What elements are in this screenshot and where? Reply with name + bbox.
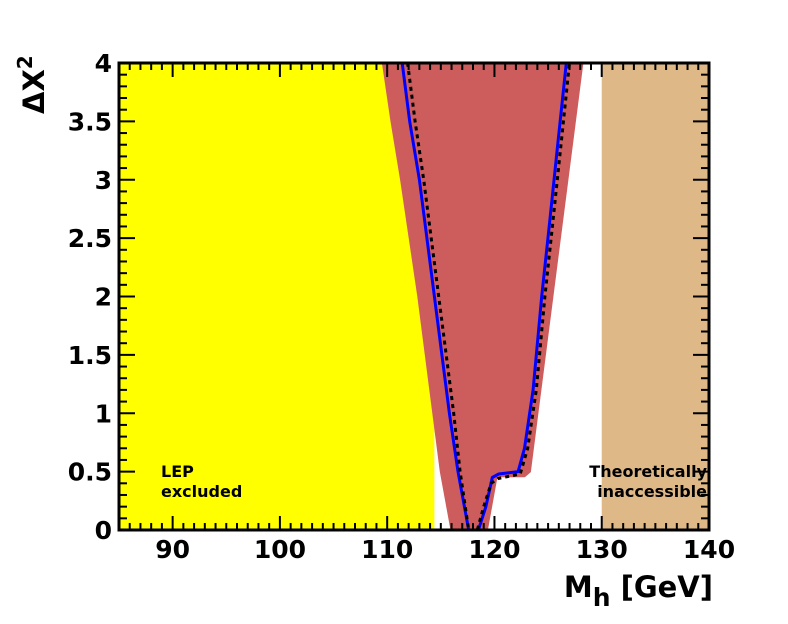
y-tick-label: 0 <box>95 516 112 545</box>
axis-ticks <box>118 62 710 531</box>
region-label-line: LEP <box>161 462 194 481</box>
y-tick-label: 2 <box>95 283 112 312</box>
y-axis-label-main: ΔΧ <box>17 69 51 114</box>
x-axis-label-main: M <box>564 570 593 604</box>
y-tick-labels: 0 0.5 1 1.5 2 2.5 3 3.5 4 <box>68 49 112 545</box>
x-tick-label: 110 <box>361 535 413 564</box>
y-tick-label: 3.5 <box>68 107 112 136</box>
region-theoretically-inaccessible <box>601 63 709 530</box>
region-lep-excluded <box>119 63 435 530</box>
x-tick-labels: 90 100 110 120 130 140 <box>155 535 735 564</box>
y-tick-label: 3 <box>95 166 112 195</box>
region-label-theoretically-inaccessible: Theoretically inaccessible <box>589 462 707 501</box>
x-axis-label-unit: [GeV] <box>621 570 713 604</box>
x-tick-label: 120 <box>468 535 520 564</box>
x-axis-label: Mh [GeV] <box>564 570 713 612</box>
series-dotted-curve <box>406 63 571 530</box>
y-tick-label: 1 <box>95 399 112 428</box>
series-blue-solid-curve <box>400 63 568 530</box>
region-annotations: LEP excluded Theoretically inaccessible <box>161 462 708 501</box>
region-label-line: excluded <box>161 482 242 501</box>
x-tick-label: 100 <box>254 535 306 564</box>
y-tick-label: 2.5 <box>68 224 112 253</box>
y-axis-label: ΔΧ2 <box>13 55 51 114</box>
shaded-regions <box>119 63 709 530</box>
y-tick-label: 0.5 <box>68 458 112 487</box>
region-label-line: inaccessible <box>597 482 707 501</box>
y-axis-label-superscript: 2 <box>13 55 37 69</box>
x-tick-label: 130 <box>576 535 628 564</box>
x-tick-label: 90 <box>155 535 190 564</box>
y-tick-label: 1.5 <box>68 341 112 370</box>
series-layer <box>400 63 571 530</box>
y-tick-label: 4 <box>95 49 112 78</box>
region-label-line: Theoretically <box>589 462 707 481</box>
x-axis-label-subscript: h <box>593 583 611 612</box>
x-tick-label: 140 <box>683 535 735 564</box>
region-label-lep-excluded: LEP excluded <box>161 462 242 501</box>
